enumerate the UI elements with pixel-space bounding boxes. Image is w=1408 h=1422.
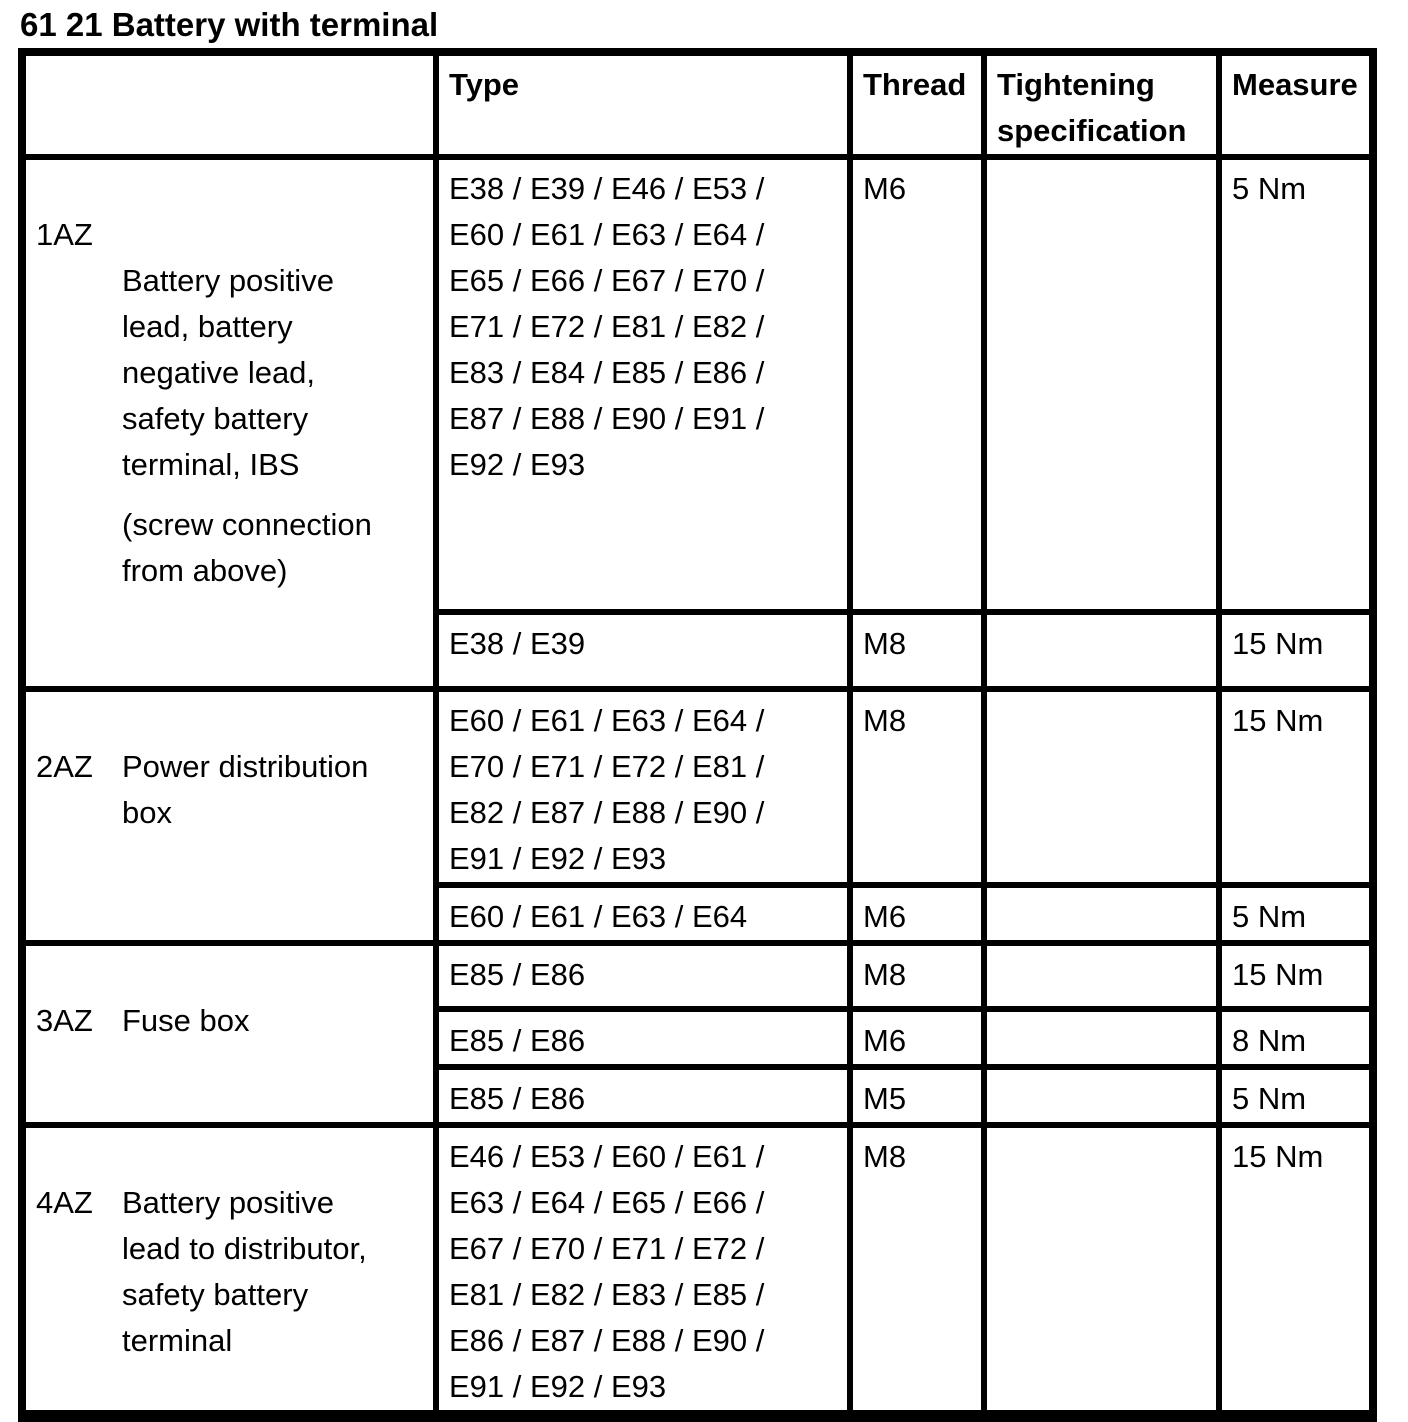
cell-thread: M6	[847, 154, 987, 615]
row-id-1az: 1AZ	[36, 217, 93, 252]
cell-type: E46 / E53 / E60 / E61 / E63 / E64 / E65 …	[433, 1122, 853, 1419]
cell-measure: 8 Nm	[1216, 1006, 1376, 1070]
cell-tightening	[981, 154, 1222, 615]
cell-type: E60 / E61 / E63 / E64 / E70 / E71 / E72 …	[433, 686, 853, 888]
cell-tightening	[981, 1006, 1222, 1070]
header-thread: Thread	[847, 49, 987, 160]
cell-thread: M5	[847, 1064, 987, 1128]
table-row: E85 / E86 M6 8 Nm	[22, 1006, 1376, 1070]
description-text: Battery positive lead, battery negative …	[122, 263, 334, 482]
row-id-2az: 2AZ	[36, 749, 93, 784]
cell-thread: M8	[847, 940, 987, 1012]
group-2az-label-cell: 2AZ Power distribution box	[19, 686, 439, 946]
table-row: 3AZ Fuse box E85 / E86 M8 15 Nm	[19, 940, 1376, 1128]
cell-tightening	[981, 1064, 1222, 1128]
cell-thread: M8	[847, 1122, 987, 1419]
table-header-row: Type Thread Tightening specification Mea…	[19, 49, 1376, 160]
cell-thread: M6	[847, 1006, 987, 1070]
cell-tightening	[981, 1122, 1222, 1419]
cell-tightening	[981, 608, 1222, 693]
table-row: E85 / E86 M5 5 Nm	[22, 1064, 1376, 1128]
table-row: E60 / E61 / E63 / E64 M6 5 Nm	[22, 882, 1376, 946]
description-note: (screw connection from above)	[122, 507, 372, 588]
cell-measure: 15 Nm	[1216, 608, 1376, 693]
table-row: E38 / E39 M8 15 Nm	[22, 608, 1376, 693]
row-id-4az: 4AZ	[36, 1185, 93, 1220]
group-3az-label-cell: 3AZ Fuse box	[19, 940, 439, 1128]
header-type: Type	[433, 49, 853, 160]
group-4az-label-cell: 4AZ Battery positive lead to distributor…	[19, 1122, 439, 1419]
cell-tightening	[981, 686, 1222, 888]
torque-spec-table: Type Thread Tightening specification Mea…	[18, 48, 1377, 1422]
header-tightening-specification: Tightening specification	[981, 49, 1222, 160]
table-row: 1AZ Battery positive lead, battery negat…	[19, 154, 1376, 692]
cell-measure: 5 Nm	[1216, 1064, 1376, 1128]
header-measure: Measure	[1216, 49, 1376, 160]
page-title: 61 21 Battery with terminal	[20, 6, 439, 43]
table-row: 2AZ Power distribution box E60 / E61 / E…	[19, 686, 1376, 946]
cell-measure: 5 Nm	[1216, 154, 1376, 615]
cell-measure: 15 Nm	[1216, 940, 1376, 1012]
row-description: Fuse box	[122, 1003, 250, 1038]
cell-thread: M8	[847, 686, 987, 888]
table-row: 4AZ Battery positive lead to distributor…	[19, 1122, 1376, 1419]
cell-type: E60 / E61 / E63 / E64	[433, 882, 853, 946]
cell-type: E85 / E86	[433, 1006, 853, 1070]
cell-thread: M6	[847, 882, 987, 946]
cell-type: E85 / E86	[433, 940, 853, 1012]
cell-thread: M8	[847, 608, 987, 693]
row-description: Power distribution box	[122, 749, 369, 830]
cell-measure: 15 Nm	[1216, 1122, 1376, 1419]
cell-type: E38 / E39	[433, 608, 853, 693]
row-description: Battery positive lead to distributor, sa…	[122, 1185, 367, 1358]
cell-tightening	[981, 882, 1222, 946]
row-description: Battery positive lead, battery negative …	[122, 212, 427, 640]
cell-type: E38 / E39 / E46 / E53 / E60 / E61 / E63 …	[433, 154, 853, 615]
cell-measure: 15 Nm	[1216, 686, 1376, 888]
row-id-3az: 3AZ	[36, 1003, 93, 1038]
header-label-cell	[19, 49, 439, 160]
cell-tightening	[981, 940, 1222, 1012]
group-1az-label-cell: 1AZ Battery positive lead, battery negat…	[19, 154, 439, 692]
cell-type: E85 / E86	[433, 1064, 853, 1128]
cell-measure: 5 Nm	[1216, 882, 1376, 946]
